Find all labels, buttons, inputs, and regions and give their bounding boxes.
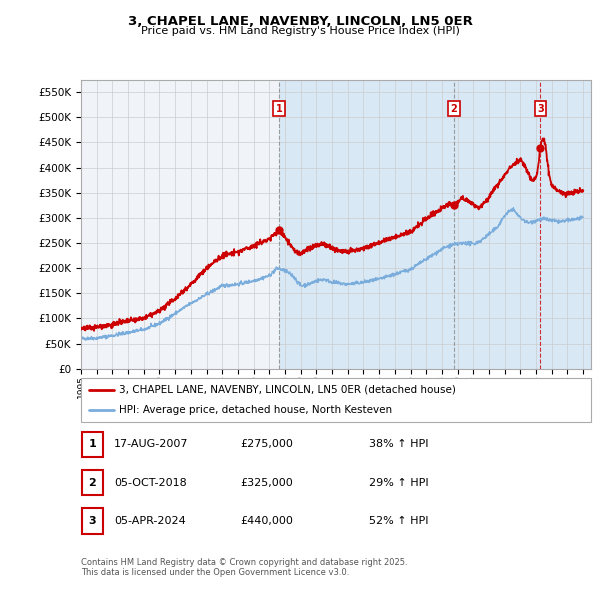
Text: 3: 3 xyxy=(89,516,96,526)
Text: 05-OCT-2018: 05-OCT-2018 xyxy=(114,478,187,487)
Text: 29% ↑ HPI: 29% ↑ HPI xyxy=(369,478,428,487)
Text: £440,000: £440,000 xyxy=(240,516,293,526)
Text: 2: 2 xyxy=(89,478,96,487)
Text: 52% ↑ HPI: 52% ↑ HPI xyxy=(369,516,428,526)
Bar xyxy=(454,80,541,369)
Text: 05-APR-2024: 05-APR-2024 xyxy=(114,516,186,526)
Bar xyxy=(541,80,591,369)
Text: Price paid vs. HM Land Registry's House Price Index (HPI): Price paid vs. HM Land Registry's House … xyxy=(140,26,460,36)
Text: 1: 1 xyxy=(276,104,283,113)
Text: Contains HM Land Registry data © Crown copyright and database right 2025.
This d: Contains HM Land Registry data © Crown c… xyxy=(81,558,407,577)
Text: 38% ↑ HPI: 38% ↑ HPI xyxy=(369,440,428,449)
Text: 3, CHAPEL LANE, NAVENBY, LINCOLN, LN5 0ER (detached house): 3, CHAPEL LANE, NAVENBY, LINCOLN, LN5 0E… xyxy=(119,385,456,395)
Text: 17-AUG-2007: 17-AUG-2007 xyxy=(114,440,188,449)
Text: £325,000: £325,000 xyxy=(240,478,293,487)
Text: 3, CHAPEL LANE, NAVENBY, LINCOLN, LN5 0ER: 3, CHAPEL LANE, NAVENBY, LINCOLN, LN5 0E… xyxy=(128,15,472,28)
Bar xyxy=(279,80,454,369)
Text: 3: 3 xyxy=(537,104,544,113)
Text: 1: 1 xyxy=(89,440,96,449)
Text: HPI: Average price, detached house, North Kesteven: HPI: Average price, detached house, Nort… xyxy=(119,405,392,415)
Text: 2: 2 xyxy=(451,104,457,113)
Text: £275,000: £275,000 xyxy=(240,440,293,449)
